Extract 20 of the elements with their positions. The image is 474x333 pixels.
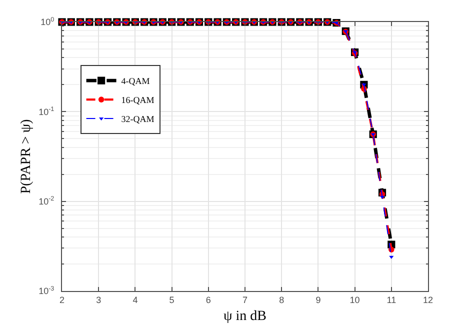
x-tick-label: 3: [96, 294, 102, 305]
x-tick-label: 12: [422, 294, 434, 305]
y-tick-label: 10$^{-2}$: [38, 196, 55, 206]
x-tick-label: 11: [386, 294, 396, 305]
legend-label: 4-QAM: [121, 76, 150, 86]
legend-label: 16-QAM: [121, 95, 154, 106]
x-tick-label: 7: [242, 294, 248, 305]
x-tick-label: 6: [206, 294, 211, 305]
y-tick-label: 10$^{-3}$: [38, 285, 55, 296]
x-tick-label: 2: [59, 294, 65, 305]
legend-label: 32-QAM: [121, 114, 154, 124]
y-tick-label: 10$^{0}$: [40, 16, 55, 28]
x-tick-label: 10: [350, 294, 360, 305]
x-tick-label: 5: [169, 294, 174, 305]
x-tick-label: 9: [316, 294, 321, 305]
x-tick-label: 8: [279, 294, 284, 305]
x-axis-title: ψ in dB: [224, 309, 266, 324]
x-tick-label: 4: [132, 294, 138, 305]
y-tick-label: 10$^{-1}$: [38, 106, 55, 117]
y-axis-title: P(PAPR > ψ): [19, 118, 34, 194]
